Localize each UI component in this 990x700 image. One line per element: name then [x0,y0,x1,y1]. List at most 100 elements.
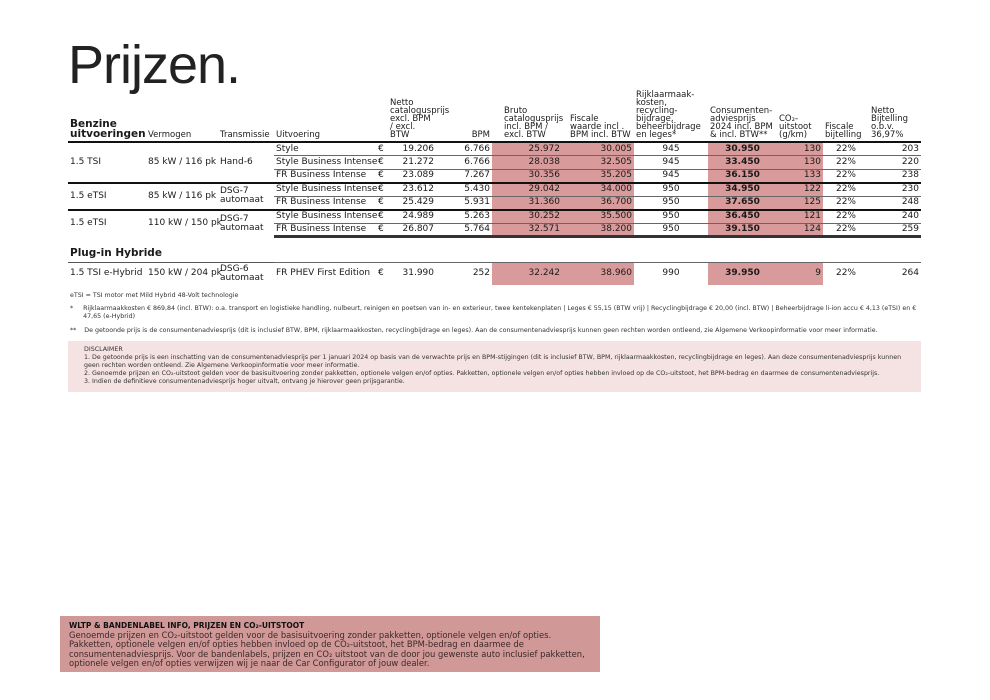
note-etsi: eTSI = TSI motor met Mild Hybrid 48-Volt… [70,292,239,299]
cell-netto: 19.206 [388,141,436,156]
disclaimer-item: 2. Genoemde prijzen en CO₂-uitstoot geld… [84,370,880,377]
cell-transmissie: Hand-6 [220,156,253,167]
cell-bruto: 32.242 [492,262,562,285]
cell-bijtelling: 22% [823,181,869,196]
note-star-mark: * [70,305,74,312]
cell-netto: 26.807 [388,222,436,238]
note-star: * Rijklaarmaakkosten € 869,84 (incl. BTW… [70,305,920,321]
cell-bijtelling: 22% [823,168,869,183]
cell-transmissie: DSG-6 automaat [220,263,264,283]
cell-uitvoering: Style [274,141,376,156]
cell-bpm: 6.766 [436,155,492,169]
disclaimer-item: 1. De getoonde prijs is een inschatting … [84,354,902,369]
col-vermogen: Vermogen [146,88,218,143]
cell-eur: € [376,222,388,238]
cell-bijtelling: 22% [823,262,869,285]
cell-eur: € [376,208,388,223]
cell-netto-bijtelling: 238 [869,168,921,183]
cell-netto: 24.989 [388,208,436,223]
cell-bijtelling: 22% [823,222,869,238]
note-double-star: ** De getoonde prijs is de consumentenad… [70,327,920,335]
col-bpm: BPM [436,88,492,143]
cell-fiscaal: 38.200 [562,222,634,238]
cell-eur: € [376,155,388,169]
table-row: 1.5 TSI 85 kW / 116 pk Hand-6 Style €19.206 6… [68,141,921,167]
cell-fiscaal: 35.205 [562,168,634,183]
cell-rijklaar: 990 [634,262,708,285]
cell-fiscaal: 35.500 [562,208,634,223]
cell-uitvoering: Style Business Intense [274,181,378,196]
cell-vermogen: 150 kW / 204 pk [148,268,222,279]
section-title-hybrid: Plug-in Hybride [70,247,162,259]
cell-consument: 34.950 [708,181,777,196]
cell-bruto: 31.360 [492,195,562,210]
cell-co2: 133 [777,168,823,183]
col-uitvoering: Uitvoering [274,88,376,143]
cell-bpm: 5.430 [436,181,492,196]
cell-rijklaar: 945 [634,168,708,183]
col-transmissie: Transmissie [218,88,274,143]
cell-consument: 37.650 [708,195,777,210]
col-co2: CO₂-uitstoot (g/km) [777,88,823,143]
cell-uitvoering: Style Business Intense [274,155,377,169]
cell-netto: 25.429 [388,195,436,210]
cell-bruto: 32.571 [492,222,562,238]
cell-uitvoering: FR Business Intense [274,222,376,238]
cell-bpm: 7.267 [436,168,492,183]
cell-fiscaal: 36.700 [562,195,634,210]
col-fiscale-waarde: Fiscale waarde incl . BPM incl. BTW [562,88,634,143]
cell-bpm: 5.764 [436,222,492,238]
cell-rijklaar: 950 [634,222,708,238]
cell-motor: 1.5 eTSI [68,208,146,237]
cell-uitvoering: Style Business Intense [274,208,378,223]
cell-fiscaal: 38.960 [562,262,634,285]
table-row: FR Business Intense €25.429 5.931 31.360 36.… [68,195,921,210]
cell-netto-bijtelling: 230 [869,181,921,196]
cell-uitvoering: FR Business Intense [274,168,376,183]
wltp-info-box: WLTP & BANDENLABEL INFO, PRIJZEN EN CO₂-… [60,616,600,672]
cell-uitvoering: FR Business Intense [274,195,376,210]
cell-rijklaar: 950 [634,181,708,196]
col-consument: Consumenten-adviesprijs 2024 incl. BPM &… [708,88,777,143]
cell-fiscaal: 34.000 [562,181,634,196]
cell-motor: 1.5 TSI e-Hybrid [70,268,143,279]
cell-vermogen: 110 kW / 150 pk [146,208,222,237]
cell-consument: 30.950 [708,141,777,156]
disclaimer-title: DISCLAIMER [84,346,123,353]
table-row: FR Business Intense €23.089 7.267 30.356 35.… [68,168,921,183]
col-bijtelling: Fiscale bijtelling [823,88,869,143]
cell-bpm: 5.263 [436,208,492,223]
cell-bijtelling: 22% [823,155,869,169]
cell-netto-bijtelling: 248 [869,195,921,210]
cell-bijtelling: 22% [823,141,869,156]
cell-co2: 122 [777,181,823,196]
cell-motor: 1.5 eTSI [68,181,146,210]
cell-netto: 23.089 [388,168,436,183]
cell-rijklaar: 950 [634,208,708,223]
cell-eur: € [376,195,388,210]
cell-bruto: 28.038 [492,155,562,169]
cell-rijklaar: 950 [634,195,708,210]
cell-bijtelling: 22% [823,208,869,223]
cell-vermogen: 85 kW / 116 pk [146,181,218,210]
cell-bruto: 30.252 [492,208,562,223]
col-netto-bijtelling: Netto Bijtelling o.b.v. 36,97% [869,88,921,143]
cell-netto-bijtelling: 220 [869,155,921,169]
cell-co2: 9 [777,262,823,285]
cell-netto-bijtelling: 240 [869,208,921,223]
wltp-title: WLTP & BANDENLABEL INFO, PRIJZEN EN CO₂-… [69,621,305,630]
page-title: Prijzen. [68,35,241,95]
col-netto: Netto catalogusprijs excl. BPM / excl. B… [388,88,449,143]
table-row: 1.5 eTSI 110 kW / 150 pk DSG-7 automaat Sty… [68,208,921,237]
note-dstar-mark: ** [70,327,77,334]
cell-uitvoering: FR PHEV First Edition [274,262,376,285]
cell-fiscaal: 30.005 [562,141,634,156]
cell-eur: € [376,141,388,156]
table-row: Style Business Intense €21.272 6.766 28.038… [68,155,921,169]
cell-transmissie: DSG-7 automaat [218,208,274,237]
cell-bpm: 6.766 [436,141,492,156]
cell-rijklaar: 945 [634,155,708,169]
disclaimer-item: 3. Indien de definitieve consumentenadvi… [84,378,405,385]
cell-vermogen: 85 kW / 116 pk [148,156,217,167]
benzine-price-table: Benzine uitvoeringen Vermogen Transmissi… [68,88,921,238]
